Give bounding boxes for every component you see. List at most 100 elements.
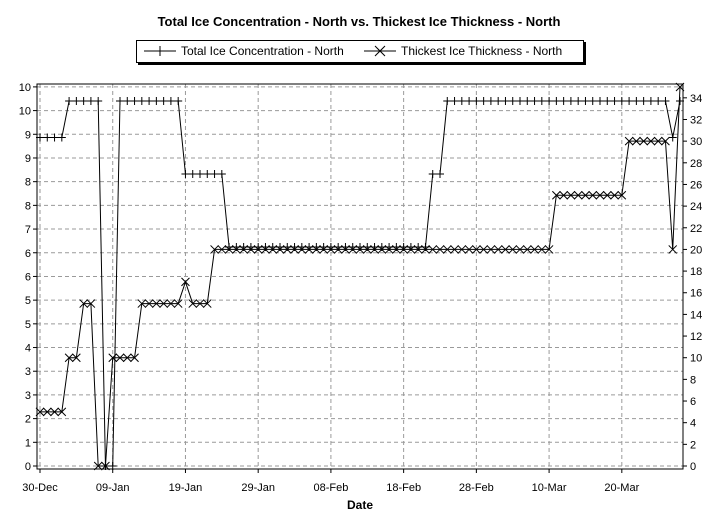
x-marker [152,299,161,308]
x-marker [537,245,547,254]
x-marker [115,353,125,363]
left-tick-label: 10 [19,82,31,94]
x-marker [333,245,343,254]
x-marker [188,299,198,308]
plus-marker [79,97,88,105]
x-tick-label: 09-Jan [96,482,130,494]
x-marker [610,190,619,200]
plus-marker [203,170,212,178]
right-tick-label: 18 [690,266,702,278]
x-marker [522,245,532,254]
x-marker [290,245,299,254]
x-marker-icon [364,45,396,57]
x-marker [122,353,132,363]
x-marker [668,245,678,254]
plus-marker [116,97,124,105]
plus-marker [494,97,503,105]
x-marker [282,245,292,254]
right-tick-label: 26 [690,179,702,191]
right-tick-label: 34 [690,93,702,105]
x-marker [35,407,45,417]
plus-marker [588,97,597,105]
x-marker [566,190,576,200]
x-tick-label: 28-Feb [459,482,494,494]
plus-marker [65,97,74,105]
x-marker [559,190,568,200]
left-tick-label: 8 [25,200,31,212]
left-tick-label: 8 [25,177,31,189]
x-marker [195,299,205,308]
plus-marker [552,97,561,105]
plus-marker [130,97,139,105]
left-tick-label: 0 [25,461,31,473]
x-marker [581,190,590,200]
x-marker [304,245,314,254]
plus-marker [196,170,204,178]
plus-marker [145,97,154,105]
plus-marker [36,133,44,142]
plus-marker [108,462,117,470]
x-marker [93,461,103,471]
plus-marker [210,170,219,178]
x-marker [217,245,227,254]
x-tick-label: 08-Feb [313,482,348,494]
right-tick-label: 28 [690,158,702,170]
x-marker [130,353,139,363]
plus-marker [501,97,510,105]
plus-marker [123,97,132,105]
x-marker [428,245,438,254]
legend-label-concentration: Total Ice Concentration - North [181,44,344,58]
plus-marker [152,97,161,105]
x-marker [72,353,81,363]
x-marker [86,299,96,308]
plus-marker [625,97,634,105]
x-marker [544,245,554,254]
plus-marker [486,97,495,105]
plus-marker [472,97,481,105]
series-line [40,100,681,467]
axis-ticks: 0123345566788991010024681012141618202224… [19,82,703,494]
right-tick-label: 2 [690,439,696,451]
plus-marker [94,97,103,105]
plus-marker [465,97,474,105]
x-marker [384,245,394,254]
plus-marker [661,97,670,105]
plus-marker [639,97,648,105]
x-marker [173,299,183,308]
left-tick-label: 6 [25,248,31,260]
x-marker [639,136,648,146]
right-tick-label: 0 [690,461,696,473]
plus-marker [668,133,677,142]
x-tick-label: 10-Mar [532,482,567,494]
x-marker [50,407,59,417]
x-marker [348,245,358,254]
right-tick-label: 30 [690,136,702,148]
x-marker [472,245,481,254]
left-tick-label: 10 [19,106,31,118]
right-tick-label: 10 [690,353,702,365]
series-thickness [35,82,685,471]
plus-marker [450,97,459,105]
left-tick-label: 9 [25,153,31,165]
x-marker [137,299,147,308]
plus-marker [174,97,183,105]
plus-marker [654,97,663,105]
plus-marker [516,97,524,105]
left-tick-label: 2 [25,414,31,426]
chart-title: Total Ice Concentration - North vs. Thic… [157,14,561,29]
plus-marker [537,97,546,105]
x-marker [392,245,401,254]
left-tick-label: 1 [25,437,31,449]
x-marker [588,190,598,200]
plus-marker [530,97,539,105]
x-marker [646,136,656,146]
right-tick-label: 4 [690,418,696,430]
legend-label-thickness: Thickest Ice Thickness - North [401,44,563,58]
x-marker [661,136,670,146]
x-marker [42,407,52,417]
left-tick-label: 4 [25,343,31,355]
right-tick-label: 12 [690,331,702,343]
series [35,82,685,471]
plus-marker [159,97,168,105]
left-tick-label: 6 [25,271,31,283]
